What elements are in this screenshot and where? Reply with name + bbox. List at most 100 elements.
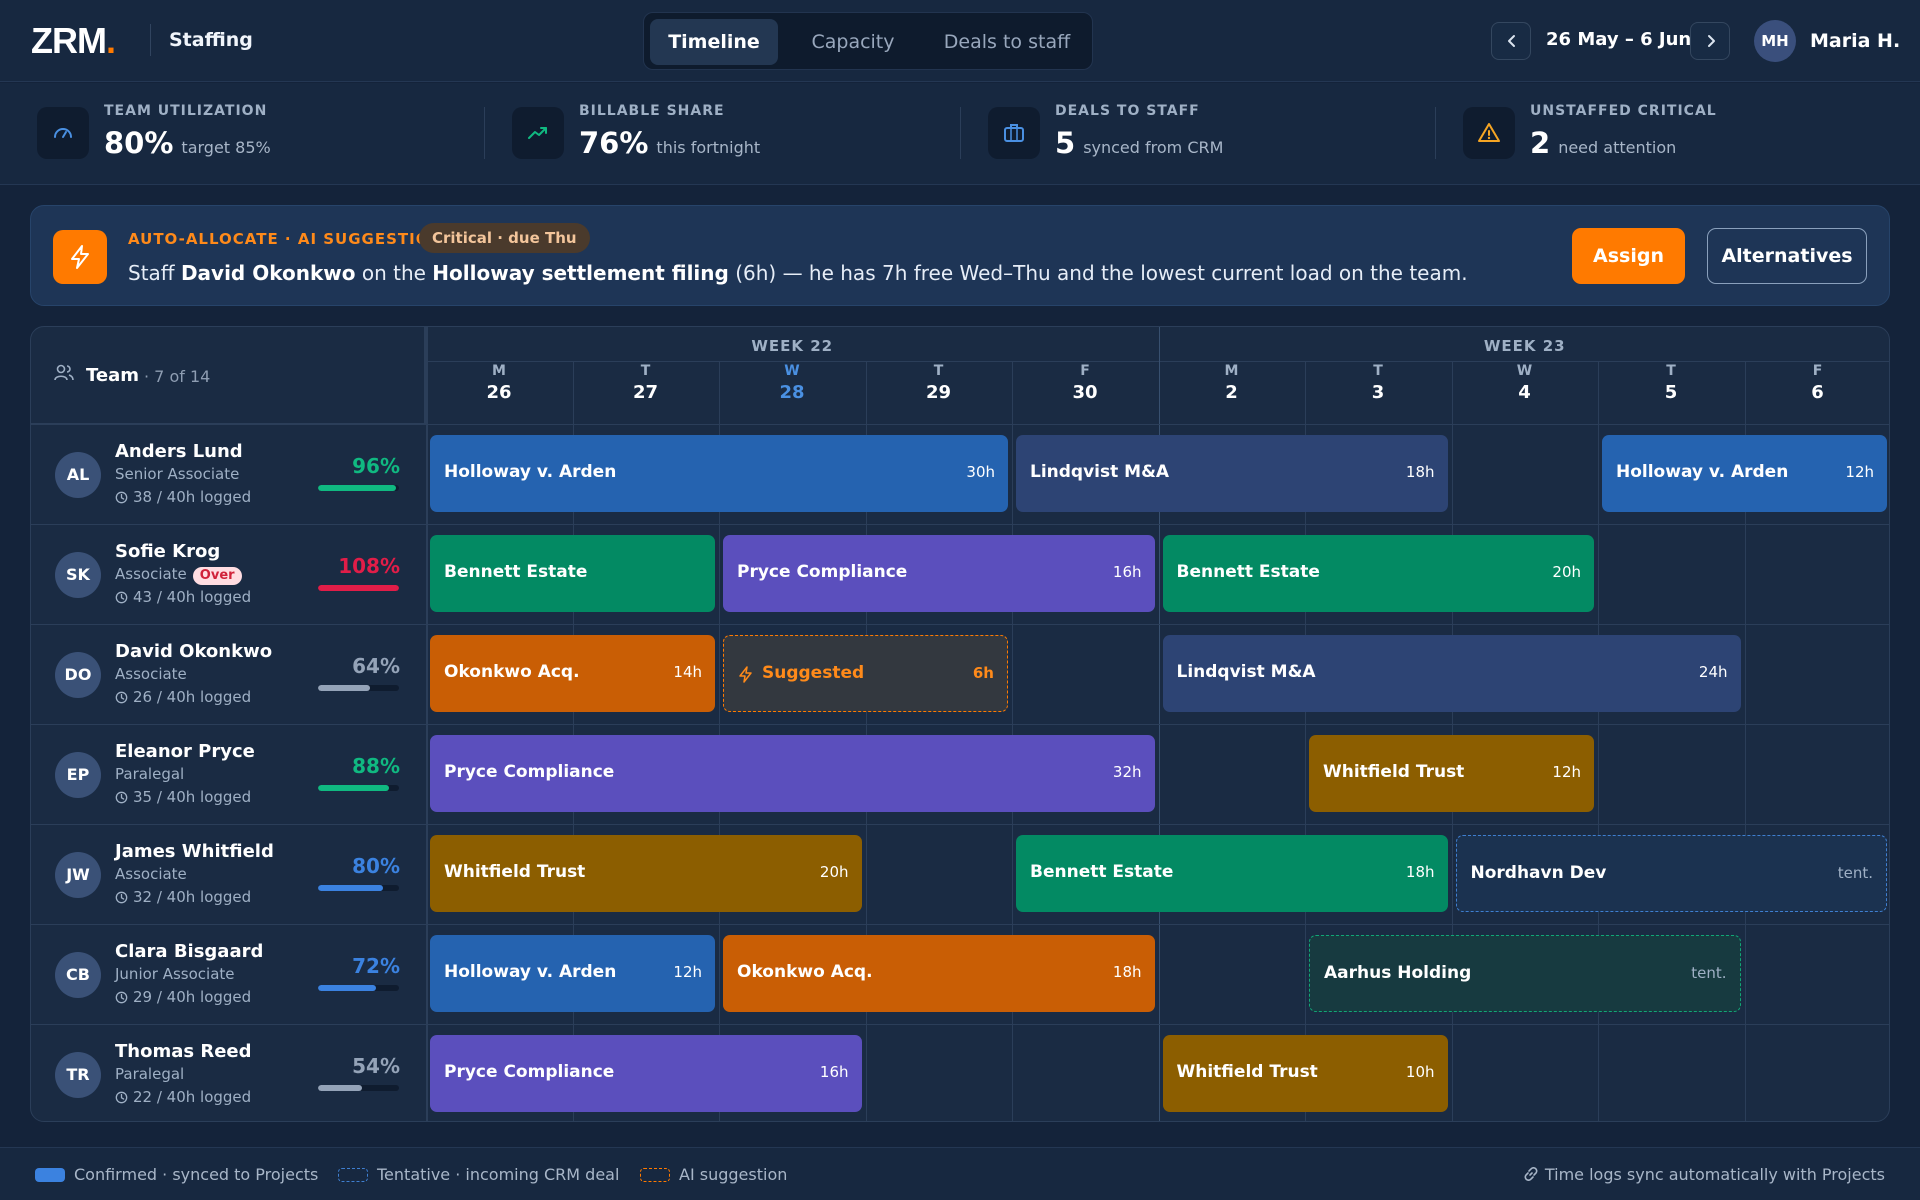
day-number: 26 xyxy=(486,382,512,403)
block-title: Okonkwo Acq. xyxy=(444,662,580,682)
role-text: Paralegal xyxy=(115,1065,185,1083)
allocation-block[interactable]: Holloway v. Arden 12h xyxy=(430,935,715,1012)
block-title: Whitfield Trust xyxy=(1176,1062,1318,1082)
tentative-allocation-block[interactable]: Aarhus Holding tent. xyxy=(1309,935,1741,1012)
tab-deals-to-staff[interactable]: Deals to staff xyxy=(943,31,1071,53)
suggestion-kicker: AUTO-ALLOCATE · AI SUGGESTION xyxy=(128,230,444,248)
allocation-block[interactable]: Lindqvist M&A 24h xyxy=(1162,635,1741,712)
role-text: Associate xyxy=(115,665,187,683)
logged-hours: 29 / 40h logged xyxy=(115,988,251,1006)
day-number: 6 xyxy=(1811,382,1824,403)
utilization-fill xyxy=(318,785,390,791)
allocation-block[interactable]: Holloway v. Arden 12h xyxy=(1602,435,1887,512)
avatar: CB xyxy=(55,952,101,998)
utilization-bar xyxy=(318,785,399,791)
next-period-button[interactable] xyxy=(1690,22,1730,60)
previous-period-button[interactable] xyxy=(1491,22,1531,60)
logged-text: 38 / 40h logged xyxy=(133,488,252,506)
allocation-block[interactable]: Pryce Compliance 16h xyxy=(430,1035,862,1112)
view-tabs: Timeline Capacity Deals to staff xyxy=(643,12,1093,70)
week-label: WEEK 22 xyxy=(751,337,834,355)
team-member-row[interactable]: CB Clara Bisgaard Junior Associate 29 / 40h… xyxy=(31,924,426,1024)
team-count: · 7 of 14 xyxy=(144,367,211,386)
allocation-block[interactable]: Okonkwo Acq. 18h xyxy=(723,935,1155,1012)
logged-text: 26 / 40h logged xyxy=(133,688,252,706)
block-title: Whitfield Trust xyxy=(1323,762,1465,782)
utilization-fill xyxy=(318,1085,362,1091)
allocation-block[interactable]: Whitfield Trust 12h xyxy=(1309,735,1594,812)
ai-suggestion-banner: AUTO-ALLOCATE · AI SUGGESTION Critical ·… xyxy=(30,205,1890,306)
block-hours: 18h xyxy=(1405,463,1435,481)
block-hours: 12h xyxy=(1552,763,1581,781)
logged-hours: 32 / 40h logged xyxy=(115,888,251,906)
avatar: AL xyxy=(55,452,101,498)
day-header: M 26 xyxy=(426,363,572,403)
clock-icon xyxy=(115,1091,128,1104)
block-title: Okonkwo Acq. xyxy=(737,962,873,982)
block-title: Lindqvist M&A xyxy=(1176,662,1316,682)
team-member-row[interactable]: SK Sofie Krog Associate Over 43 / 40h logged… xyxy=(31,524,426,624)
legend-confirmed: Confirmed · synced to Projects xyxy=(35,1165,318,1184)
tab-capacity[interactable]: Capacity xyxy=(811,31,895,53)
allocation-block[interactable]: Lindqvist M&A 18h xyxy=(1016,435,1448,512)
logged-text: 29 / 40h logged xyxy=(133,988,252,1006)
allocation-block[interactable]: Pryce Compliance 16h xyxy=(723,535,1155,612)
stat-value: 76% this fortnight xyxy=(579,126,761,160)
member-role: Junior Associate xyxy=(115,965,235,983)
role-text: Paralegal xyxy=(115,765,185,783)
allocation-block[interactable]: Bennett Estate 18h xyxy=(1016,835,1448,912)
chevron-right-icon xyxy=(1708,35,1715,47)
day-gridline xyxy=(1744,361,1746,1121)
utilization-percent: 72% xyxy=(352,954,400,978)
utilization-percent: 108% xyxy=(338,554,400,578)
clock-icon xyxy=(115,891,128,904)
allocation-block[interactable]: Bennett Estate 20h xyxy=(1162,535,1594,612)
block-hours: tent. xyxy=(1691,964,1727,982)
team-member-row[interactable]: TR Thomas Reed Paralegal 22 / 40h logged 54% xyxy=(31,1024,426,1121)
confirmed-swatch xyxy=(35,1168,65,1182)
logged-hours: 35 / 40h logged xyxy=(115,788,251,806)
block-title: Pryce Compliance xyxy=(737,562,908,582)
block-hours: tent. xyxy=(1837,864,1873,882)
stat-value: 2 need attention xyxy=(1530,126,1677,160)
block-title: Holloway v. Arden xyxy=(444,462,617,482)
user-name[interactable]: Maria H. xyxy=(1810,30,1901,52)
team-member-row[interactable]: JW James Whitfield Associate 32 / 40h logge… xyxy=(31,824,426,924)
logged-text: 32 / 40h logged xyxy=(133,888,252,906)
allocation-block[interactable]: Whitfield Trust 20h xyxy=(430,835,862,912)
block-hours: 18h xyxy=(1112,963,1142,981)
user-avatar[interactable]: MH xyxy=(1754,20,1796,62)
allocation-block[interactable]: Whitfield Trust 10h xyxy=(1162,1035,1448,1112)
team-member-row[interactable]: EP Eleanor Pryce Paralegal 35 / 40h logged 8… xyxy=(31,724,426,824)
ai-suggested-block[interactable]: Suggested 6h xyxy=(723,635,1008,712)
team-member-row[interactable]: AL Anders Lund Senior Associate 38 / 40h lo… xyxy=(31,424,426,524)
day-of-week: M xyxy=(1224,363,1239,379)
member-role: Associate xyxy=(115,865,187,883)
block-hours: 10h xyxy=(1405,1063,1435,1081)
team-member-row[interactable]: DO David Okonkwo Associate 26 / 40h logged 6… xyxy=(31,624,426,724)
role-text: Associate xyxy=(115,865,187,883)
allocation-block[interactable]: Pryce Compliance 32h xyxy=(430,735,1155,812)
tentative-allocation-block[interactable]: Nordhavn Dev tent. xyxy=(1455,835,1887,912)
day-of-week: F xyxy=(1080,363,1090,379)
row-divider xyxy=(31,824,1889,825)
allocation-block[interactable]: Holloway v. Arden 30h xyxy=(430,435,1008,512)
block-hours: 30h xyxy=(966,463,995,481)
role-text: Associate xyxy=(115,565,187,583)
role-text: Senior Associate xyxy=(115,465,240,483)
logo[interactable]: ZRM. xyxy=(31,20,116,61)
alternatives-button[interactable]: Alternatives xyxy=(1707,228,1867,284)
utilization-percent: 96% xyxy=(352,454,400,478)
allocation-block[interactable]: Bennett Estate xyxy=(430,535,715,612)
day-header: T 27 xyxy=(573,363,719,403)
logged-hours: 38 / 40h logged xyxy=(115,488,251,506)
clock-icon xyxy=(115,491,128,504)
avatar: SK xyxy=(55,552,101,598)
allocation-block[interactable]: Okonkwo Acq. 14h xyxy=(430,635,715,712)
stat-label: BILLABLE SHARE xyxy=(579,103,725,119)
over-capacity-badge: Over xyxy=(192,567,242,585)
day-number: 4 xyxy=(1518,382,1531,403)
assign-button[interactable]: Assign xyxy=(1572,228,1685,284)
block-hours: 6h xyxy=(972,664,994,682)
tab-timeline[interactable]: Timeline xyxy=(650,19,778,65)
